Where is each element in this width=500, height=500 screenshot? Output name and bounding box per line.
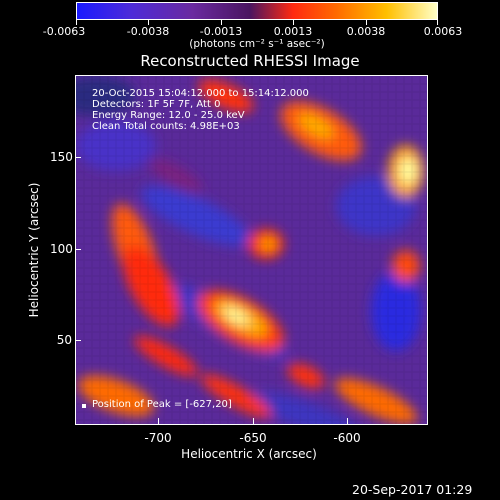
colorbar-tick bbox=[148, 20, 149, 25]
x-tickmark bbox=[158, 418, 159, 424]
y-tickmark bbox=[75, 340, 81, 341]
x-tick-label: -700 bbox=[144, 431, 172, 445]
x-tickmark bbox=[253, 418, 254, 424]
rhessi-image: 20-Oct-2015 15:04:12.000 to 15:14:12.000… bbox=[75, 75, 428, 425]
clean-total-counts: Clean Total counts: 4.98E+03 bbox=[92, 121, 240, 132]
pixel-grid bbox=[76, 76, 427, 424]
observation-time: 20-Oct-2015 15:04:12.000 to 15:14:12.000 bbox=[92, 88, 309, 99]
peak-position: Position of Peak = [-627,20] bbox=[92, 399, 232, 410]
generation-timestamp: 20-Sep-2017 01:29 bbox=[352, 482, 473, 497]
colorbar bbox=[76, 2, 438, 20]
colorbar-tick bbox=[221, 20, 222, 25]
colorbar-label: 0.0038 bbox=[346, 25, 386, 38]
y-tick-label: 100 bbox=[50, 242, 73, 256]
image-title: Reconstructed RHESSI Image bbox=[140, 52, 360, 70]
colorbar-units: (photons cm⁻² s⁻¹ asec⁻²) bbox=[189, 38, 325, 50]
detectors-info: Detectors: 1F 5F 7F, Att 0 bbox=[92, 99, 221, 110]
colorbar-tick bbox=[76, 20, 77, 25]
colorbar-tick bbox=[366, 20, 367, 25]
colorbar-tick bbox=[293, 20, 294, 25]
y-tickmark bbox=[75, 249, 81, 250]
colorbar-label: -0.0063 bbox=[42, 25, 86, 38]
y-tick-label: 50 bbox=[56, 333, 72, 347]
colorbar-label: -0.0038 bbox=[126, 25, 170, 38]
x-tick-label: -600 bbox=[333, 431, 361, 445]
colorbar-tick bbox=[437, 20, 438, 25]
image-raster bbox=[76, 76, 427, 424]
x-axis-label: Heliocentric X (arcsec) bbox=[181, 447, 317, 461]
colorbar-label: 0.0063 bbox=[423, 25, 463, 38]
energy-range: Energy Range: 12.0 - 25.0 keV bbox=[92, 110, 245, 121]
y-tick-label: 150 bbox=[50, 150, 73, 164]
colorbar-label: 0.0013 bbox=[273, 25, 313, 38]
y-tickmark bbox=[75, 157, 81, 158]
peak-marker-icon bbox=[82, 404, 86, 408]
y-axis-label: Heliocentric Y (arcsec) bbox=[27, 182, 41, 318]
x-tickmark bbox=[347, 418, 348, 424]
x-tick-label: -650 bbox=[239, 431, 267, 445]
colorbar-label: -0.0013 bbox=[199, 25, 243, 38]
